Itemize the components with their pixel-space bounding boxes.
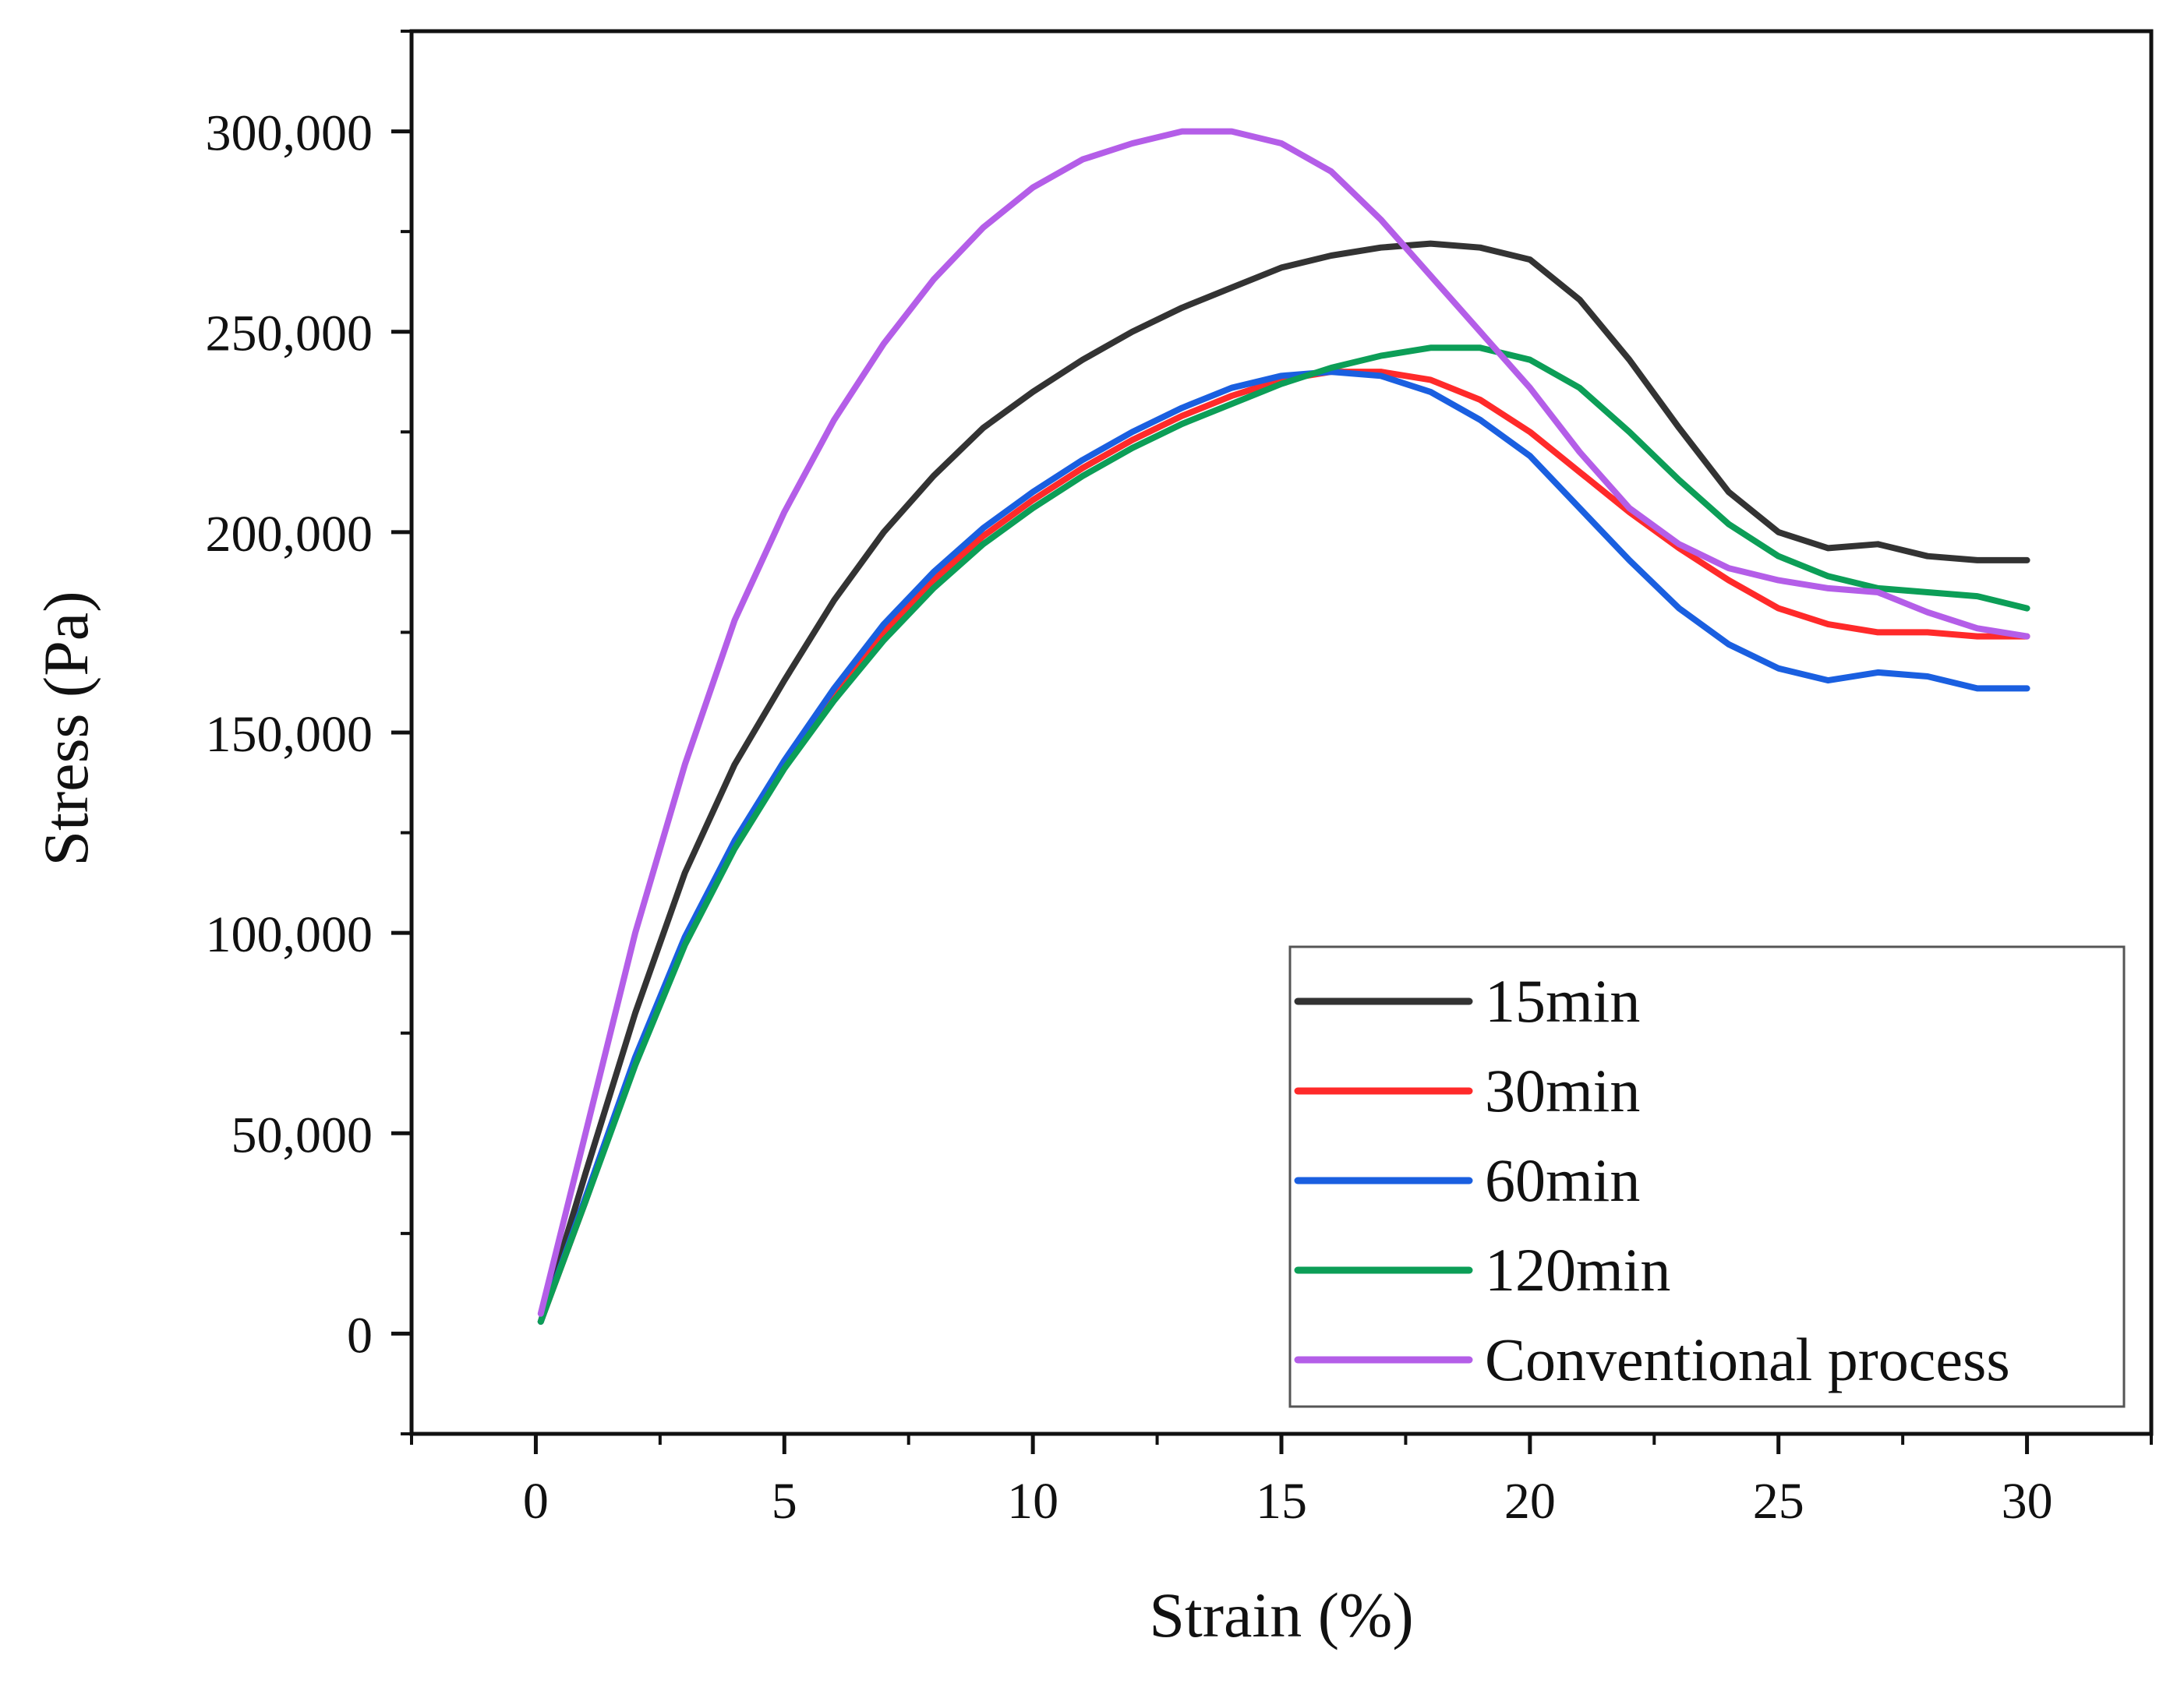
ticks-layer: 0 5 10 15 20 25 30 0 50,000 100,000 150,000 200,000… [206, 30, 2153, 1530]
y-tick-label: 100,000 [206, 906, 373, 963]
legend-label: Conventional process [1485, 1326, 2010, 1393]
legend-label: 60min [1485, 1146, 1640, 1214]
x-axis-label: Strain (%) [1149, 1580, 1413, 1650]
x-tick-label: 5 [772, 1473, 797, 1530]
legend-label: 30min [1485, 1057, 1640, 1124]
series-line-120min [537, 344, 2030, 1325]
y-tick-label: 150,000 [206, 706, 373, 763]
y-tick-label: 0 [347, 1307, 373, 1364]
y-tick-label: 50,000 [231, 1107, 373, 1163]
y-axis-label: Stress (Pa) [30, 591, 101, 866]
y-tick-label: 200,000 [206, 506, 373, 563]
x-tick-label: 0 [523, 1473, 549, 1530]
legend-label: 120min [1485, 1236, 1670, 1304]
x-tick-label: 15 [1256, 1473, 1307, 1530]
legend-items: 15min 30min 60min 120min Conventional proces… [1294, 967, 2010, 1393]
series-layer [537, 128, 2030, 1325]
y-tick-label: 250,000 [206, 305, 373, 362]
legend: 15min 30min 60min 120min Conventional proces… [1288, 945, 2126, 1408]
x-tick-label: 30 [2002, 1473, 2053, 1530]
series-line-conventional-process [537, 128, 2030, 1317]
legend-label: 15min [1485, 967, 1640, 1035]
series-line-15min [537, 240, 2030, 1325]
x-tick-label: 25 [1753, 1473, 1804, 1530]
y-tick-label: 300,000 [206, 105, 373, 162]
x-tick-label: 20 [1504, 1473, 1556, 1530]
x-tick-label: 10 [1007, 1473, 1058, 1530]
series-line-60min [537, 369, 2030, 1325]
legend-box [1288, 945, 2126, 1408]
